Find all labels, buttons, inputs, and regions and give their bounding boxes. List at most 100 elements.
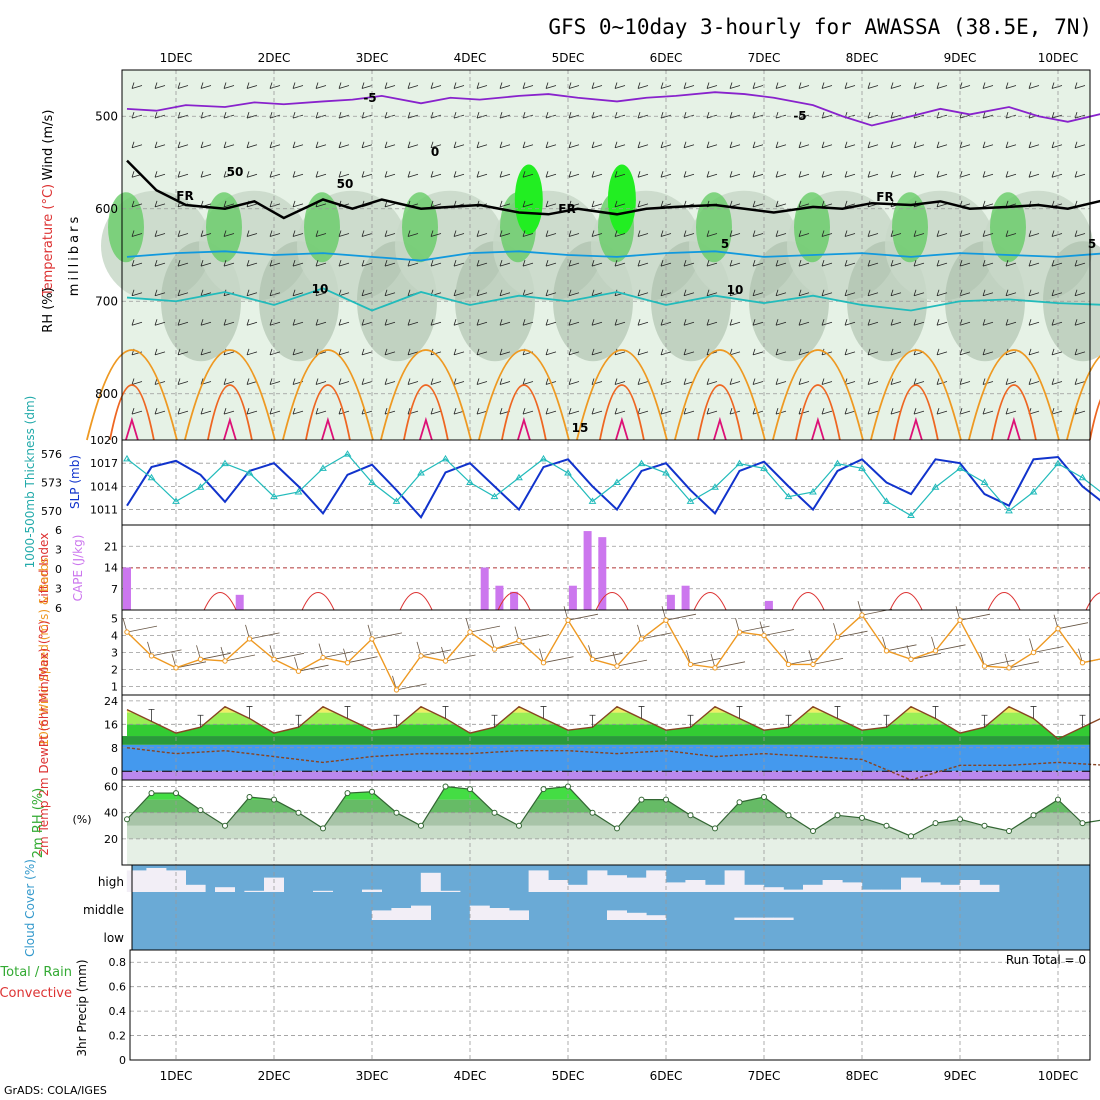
cloud-bar-high bbox=[215, 887, 235, 892]
wind-barb bbox=[430, 141, 442, 149]
wind-barb bbox=[1005, 259, 1017, 267]
thickness-point bbox=[319, 464, 327, 471]
wind-barb bbox=[982, 319, 994, 326]
wind-barb bbox=[292, 141, 304, 149]
wind-barb bbox=[177, 230, 189, 237]
wind-barb bbox=[1074, 230, 1086, 237]
wind-speed-point bbox=[834, 634, 841, 640]
y-tick-label: 500 bbox=[95, 109, 118, 123]
wind-barb bbox=[545, 319, 557, 326]
wind-barb bbox=[338, 141, 350, 149]
wind-barb bbox=[936, 82, 948, 89]
wind-barb bbox=[821, 141, 833, 149]
thickness-point bbox=[417, 469, 425, 476]
y-tick-label: 16 bbox=[104, 718, 118, 731]
day-label-top: 2DEC bbox=[258, 51, 291, 65]
wind-barb bbox=[982, 289, 994, 297]
wind-barb bbox=[775, 82, 787, 89]
li-curve bbox=[203, 592, 237, 611]
wind-speed-point bbox=[785, 661, 792, 668]
y-tick-label: 3 bbox=[111, 647, 118, 660]
wind-barb bbox=[660, 407, 672, 415]
wind-barb bbox=[982, 378, 994, 385]
cloud-bar-middle bbox=[754, 917, 774, 920]
cape-bar bbox=[583, 531, 592, 610]
temp-minmax-bar bbox=[1079, 714, 1086, 728]
wind-barb bbox=[131, 259, 143, 267]
cloud-bar-high bbox=[744, 884, 765, 892]
contour-label: 5 bbox=[721, 237, 729, 251]
thickness-point bbox=[245, 469, 254, 476]
contour-15 bbox=[674, 349, 766, 441]
wind-barb bbox=[476, 378, 488, 385]
wind-barb bbox=[361, 171, 373, 178]
wind-barb bbox=[752, 141, 764, 149]
wind-barb bbox=[1074, 111, 1086, 119]
y-tick-label: 21 bbox=[104, 540, 118, 553]
contour-label: FR bbox=[876, 190, 893, 204]
thickness-point bbox=[564, 469, 572, 476]
wind-barb bbox=[269, 141, 281, 149]
slp-line bbox=[126, 455, 1100, 519]
wind-speed-point bbox=[173, 665, 179, 671]
wind-barb bbox=[522, 200, 534, 208]
wind-barb bbox=[384, 407, 396, 415]
temp-band-cold bbox=[122, 744, 1090, 772]
wind-barb bbox=[637, 319, 649, 326]
wind-barb bbox=[844, 141, 856, 149]
wind-barb bbox=[775, 378, 787, 385]
grid-lines bbox=[175, 865, 1059, 950]
wind-barb bbox=[200, 319, 212, 326]
rh-point bbox=[761, 794, 767, 800]
wind-barb bbox=[476, 141, 488, 149]
wind-barb bbox=[453, 230, 465, 237]
wind-barb bbox=[407, 171, 419, 178]
wind-barb bbox=[430, 82, 442, 89]
thickness-point bbox=[613, 478, 621, 485]
wind-barb bbox=[292, 200, 304, 208]
series-lines bbox=[124, 783, 1100, 840]
wind-barb bbox=[936, 230, 948, 237]
cloud-bar-high bbox=[724, 870, 745, 892]
wind-barb bbox=[269, 171, 281, 178]
wind-barb bbox=[361, 348, 373, 356]
wind-barb bbox=[1005, 141, 1017, 149]
wind-barb bbox=[752, 171, 764, 178]
wind-speed-point bbox=[1006, 665, 1012, 671]
wind-barb bbox=[867, 319, 879, 326]
wind-barb bbox=[476, 259, 488, 267]
wind-barb bbox=[545, 171, 557, 178]
contour-15 bbox=[968, 349, 1060, 441]
wind-barb bbox=[959, 230, 971, 237]
rh-point bbox=[197, 807, 204, 814]
day-label-bottom: 2DEC bbox=[258, 1069, 291, 1083]
wind-barb bbox=[752, 348, 764, 356]
temp-minmax-bar bbox=[295, 714, 302, 728]
wind-barb bbox=[407, 378, 419, 385]
wind-barb bbox=[1028, 378, 1040, 385]
wind-barb bbox=[246, 111, 258, 119]
wind-barb bbox=[246, 348, 258, 356]
wind-barb bbox=[430, 230, 442, 237]
thickness-point bbox=[711, 483, 719, 490]
thickness-point bbox=[368, 478, 376, 485]
wind-barb bbox=[177, 289, 189, 297]
wind-barb bbox=[706, 407, 718, 415]
thickness-point bbox=[392, 497, 401, 504]
wind-barb bbox=[338, 111, 350, 119]
wind-barb bbox=[936, 378, 948, 385]
wind-barb bbox=[936, 171, 948, 178]
y2-tick-label: 0 bbox=[55, 563, 62, 576]
contour-10 bbox=[126, 287, 1100, 312]
wind-barb bbox=[338, 230, 350, 237]
wind-speed-point bbox=[344, 660, 351, 666]
contour-label: FR bbox=[558, 202, 575, 216]
wind-barb bbox=[821, 407, 833, 415]
rh-point bbox=[859, 814, 865, 821]
wind-barb bbox=[614, 171, 626, 178]
cape-bar bbox=[764, 600, 773, 610]
temp-minmax-bar bbox=[491, 714, 498, 728]
wind-barb bbox=[775, 259, 787, 267]
temp-minmax-bar bbox=[197, 714, 204, 728]
